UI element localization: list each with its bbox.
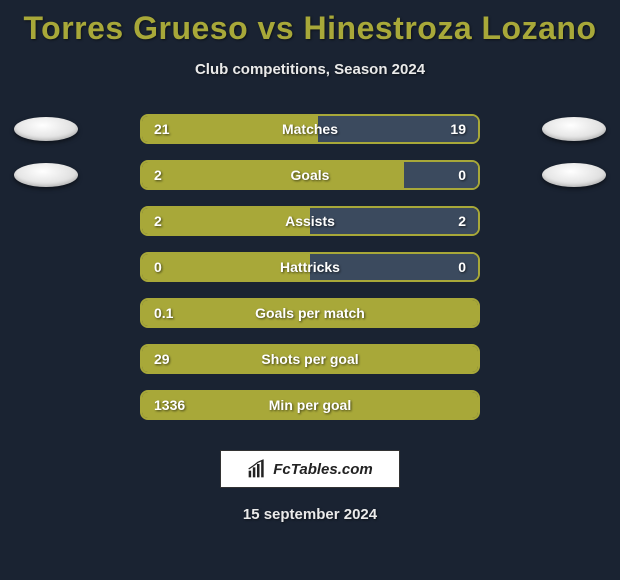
stat-label: Hattricks xyxy=(280,259,340,275)
stat-label: Goals xyxy=(291,167,330,183)
player-badge-left xyxy=(14,117,78,141)
stat-row: 29 Shots per goal xyxy=(0,336,620,382)
stat-value-left: 0 xyxy=(154,259,162,275)
stat-value-left: 2 xyxy=(154,167,162,183)
site-logo: FcTables.com xyxy=(220,450,400,488)
stat-bar: 0.1 Goals per match xyxy=(140,298,480,328)
player-badge-left xyxy=(14,163,78,187)
stat-bar: 2 Assists 2 xyxy=(140,206,480,236)
stat-label: Goals per match xyxy=(255,305,365,321)
stat-row: 2 Goals 0 xyxy=(0,152,620,198)
stat-bar: 1336 Min per goal xyxy=(140,390,480,420)
stat-bar: 29 Shots per goal xyxy=(140,344,480,374)
stat-value-right: 2 xyxy=(458,213,466,229)
stat-row: 2 Assists 2 xyxy=(0,198,620,244)
stat-bar: 21 Matches 19 xyxy=(140,114,480,144)
stat-bar: 0 Hattricks 0 xyxy=(140,252,480,282)
bar-segment-left xyxy=(142,162,404,188)
date-label: 15 september 2024 xyxy=(0,506,620,523)
bar-segment-right xyxy=(404,162,478,188)
player-badge-right xyxy=(542,163,606,187)
stat-label: Matches xyxy=(282,121,338,137)
page-title: Torres Grueso vs Hinestroza Lozano xyxy=(0,0,620,47)
logo-text: FcTables.com xyxy=(273,461,372,478)
stat-value-right: 0 xyxy=(458,259,466,275)
player-badge-right xyxy=(542,117,606,141)
stat-value-left: 2 xyxy=(154,213,162,229)
stat-label: Assists xyxy=(285,213,335,229)
stat-row: 1336 Min per goal xyxy=(0,382,620,428)
bar-segment-right xyxy=(310,208,478,234)
stat-value-left: 21 xyxy=(154,121,170,137)
stat-value-left: 29 xyxy=(154,351,170,367)
comparison-chart: 21 Matches 19 2 Goals 0 2 Assists 2 0 Hattricks 0 0.… xyxy=(0,106,620,428)
stat-value-right: 0 xyxy=(458,167,466,183)
stat-label: Min per goal xyxy=(269,397,351,413)
stat-value-right: 19 xyxy=(450,121,466,137)
subtitle: Club competitions, Season 2024 xyxy=(0,61,620,78)
stat-value-left: 1336 xyxy=(154,397,185,413)
stat-row: 0 Hattricks 0 xyxy=(0,244,620,290)
stat-bar: 2 Goals 0 xyxy=(140,160,480,190)
chart-icon xyxy=(247,459,267,479)
stat-value-left: 0.1 xyxy=(154,305,173,321)
stat-label: Shots per goal xyxy=(261,351,358,367)
stat-row: 21 Matches 19 xyxy=(0,106,620,152)
stat-row: 0.1 Goals per match xyxy=(0,290,620,336)
